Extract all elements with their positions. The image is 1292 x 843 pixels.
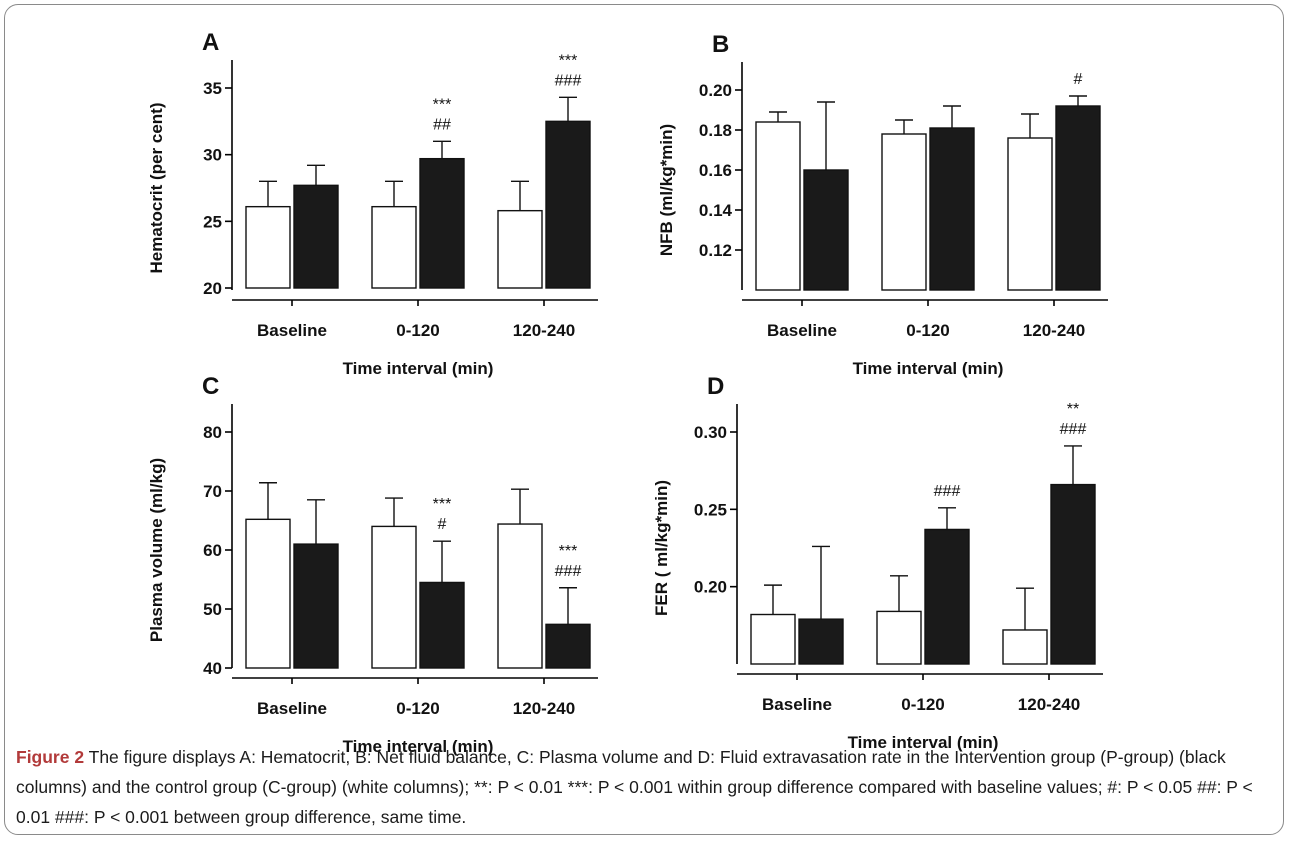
panel-letter: C bbox=[202, 373, 219, 400]
x-tick-label: Baseline bbox=[257, 321, 327, 340]
bar-control bbox=[1007, 137, 1053, 291]
bar-control bbox=[755, 121, 801, 291]
significance-annotation: ### bbox=[1060, 421, 1087, 438]
y-tick-label: 0.25 bbox=[694, 500, 727, 519]
panel-letter: D bbox=[707, 373, 724, 400]
x-axis-label: Time interval (min) bbox=[343, 359, 494, 378]
significance-annotation: *** bbox=[559, 543, 578, 560]
x-tick-label: 0-120 bbox=[901, 695, 944, 714]
bar-control bbox=[876, 610, 922, 665]
x-axis-label: Time interval (min) bbox=[343, 737, 494, 756]
panel-letter: A bbox=[202, 29, 219, 56]
significance-annotation: *** bbox=[433, 96, 452, 113]
bar-intervention bbox=[293, 184, 339, 289]
panel-d: D 0.20 0.25 0.30 FER ( ml/kg*min) Baseline 0-1… bbox=[652, 373, 1103, 752]
bar-intervention bbox=[545, 120, 591, 289]
y-axis-label: NFB (ml/kg*min) bbox=[657, 124, 676, 256]
figure-caption: Figure 2 The figure displays A: Hematocr… bbox=[16, 742, 1276, 832]
x-tick-label: 120-240 bbox=[513, 699, 575, 718]
y-tick-label: 0.20 bbox=[694, 578, 727, 597]
chart-c-svg: C 40 50 60 70 80 Plasma volume (ml/kg) Baseline… bbox=[147, 373, 598, 756]
y-tick-label: 30 bbox=[203, 146, 222, 165]
y-tick-label: 80 bbox=[203, 423, 222, 442]
bar-control bbox=[371, 205, 417, 289]
significance-annotation: *** bbox=[433, 496, 452, 513]
significance-annotation: ### bbox=[934, 483, 961, 500]
bar-intervention bbox=[419, 581, 465, 669]
y-tick-label: 0.18 bbox=[699, 121, 732, 140]
panel-c: C 40 50 60 70 80 Plasma volume (ml/kg) Baseline… bbox=[0, 0, 646, 756]
y-tick-label: 25 bbox=[203, 212, 222, 231]
chart-a-svg: A 20 25 30 35 Hematocrit (per cent) Baseline 0-… bbox=[147, 29, 598, 378]
y-tick-label: 0.14 bbox=[699, 201, 733, 220]
bar-intervention bbox=[929, 127, 975, 291]
significance-annotation: ## bbox=[433, 116, 451, 133]
bar-intervention bbox=[803, 169, 849, 291]
x-tick-label: Baseline bbox=[762, 695, 832, 714]
chart-d-svg: D 0.20 0.25 0.30 FER ( ml/kg*min) Baseline 0-1… bbox=[652, 373, 1103, 752]
caption-lead: Figure 2 bbox=[16, 747, 85, 767]
bar-intervention bbox=[798, 618, 844, 665]
panel-b: B 0.12 0.14 0.16 0.18 0.20 NFB (ml/kg*min) Base… bbox=[0, 0, 1292, 378]
y-tick-label: 0.16 bbox=[699, 161, 732, 180]
bar-control bbox=[371, 525, 417, 669]
x-axis-label: Time interval (min) bbox=[848, 733, 999, 752]
bar-control bbox=[497, 523, 543, 669]
bar-control bbox=[1002, 629, 1048, 665]
bar-control bbox=[497, 209, 543, 289]
panel-letter: B bbox=[712, 31, 729, 58]
significance-annotation: *** bbox=[559, 52, 578, 69]
x-tick-label: 120-240 bbox=[1018, 695, 1080, 714]
caption-text: The figure displays A: Hematocrit, B: Ne… bbox=[16, 747, 1253, 827]
bar-intervention bbox=[924, 528, 970, 665]
significance-annotation: ### bbox=[555, 72, 582, 89]
bar-intervention bbox=[419, 157, 465, 289]
bar-intervention bbox=[1050, 483, 1096, 665]
y-tick-label: 50 bbox=[203, 600, 222, 619]
y-axis-label: FER ( ml/kg*min) bbox=[652, 480, 671, 616]
x-tick-label: 0-120 bbox=[906, 321, 949, 340]
bar-control bbox=[245, 205, 291, 289]
x-axis-label: Time interval (min) bbox=[853, 359, 1004, 378]
y-tick-label: 0.30 bbox=[694, 423, 727, 442]
x-tick-label: 120-240 bbox=[513, 321, 575, 340]
bar-intervention bbox=[1055, 105, 1101, 291]
x-tick-label: 120-240 bbox=[1023, 321, 1085, 340]
x-tick-label: Baseline bbox=[767, 321, 837, 340]
significance-annotation: # bbox=[1074, 71, 1083, 88]
significance-annotation: ### bbox=[555, 563, 582, 580]
y-tick-label: 20 bbox=[203, 279, 222, 298]
significance-annotation: ** bbox=[1067, 401, 1079, 418]
y-tick-label: 40 bbox=[203, 659, 222, 678]
y-axis-label: Hematocrit (per cent) bbox=[147, 103, 166, 274]
y-tick-label: 0.12 bbox=[699, 241, 732, 260]
y-tick-label: 60 bbox=[203, 541, 222, 560]
significance-annotation: # bbox=[438, 516, 447, 533]
bar-control bbox=[245, 518, 291, 669]
panel-a: A 20 25 30 35 Hematocrit (per cent) Baseline 0-… bbox=[0, 0, 646, 378]
y-axis-label: Plasma volume (ml/kg) bbox=[147, 458, 166, 642]
chart-b-svg: B 0.12 0.14 0.16 0.18 0.20 NFB (ml/kg*min) Base… bbox=[657, 31, 1108, 378]
x-tick-label: Baseline bbox=[257, 699, 327, 718]
x-tick-label: 0-120 bbox=[396, 321, 439, 340]
x-tick-label: 0-120 bbox=[396, 699, 439, 718]
bar-control bbox=[750, 613, 796, 665]
y-tick-label: 0.20 bbox=[699, 81, 732, 100]
y-tick-label: 70 bbox=[203, 482, 222, 501]
bar-control bbox=[881, 133, 927, 291]
y-tick-label: 35 bbox=[203, 79, 222, 98]
